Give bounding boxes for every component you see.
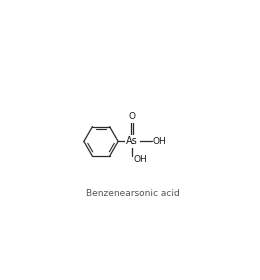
Text: OH: OH [133,155,147,164]
Text: Benzenearsonic acid: Benzenearsonic acid [86,189,180,198]
Text: OH: OH [153,137,167,146]
Text: O: O [129,112,136,121]
Text: As: As [126,136,138,146]
